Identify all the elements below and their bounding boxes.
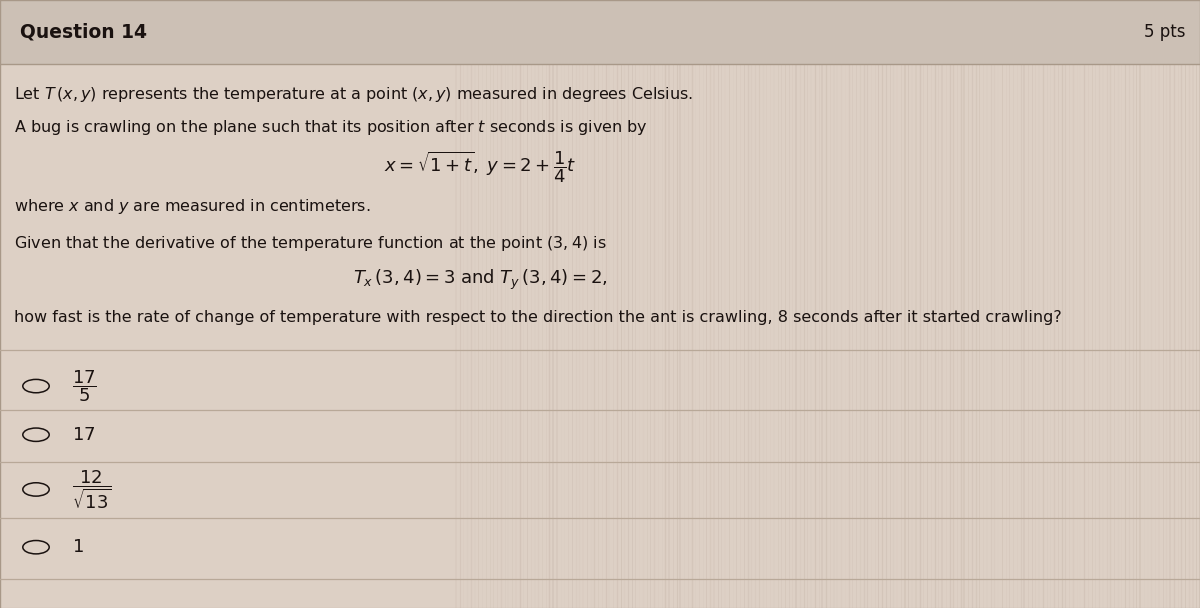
Text: Let $T\,(x, y)$ represents the temperature at a point $(x, y)$ measured in degre: Let $T\,(x, y)$ represents the temperatu…	[14, 85, 694, 104]
Text: $\dfrac{17}{5}$: $\dfrac{17}{5}$	[72, 368, 97, 404]
Text: Question 14: Question 14	[20, 22, 148, 42]
Text: $1$: $1$	[72, 538, 84, 556]
Text: how fast is the rate of change of temperature with respect to the direction the : how fast is the rate of change of temper…	[14, 310, 1062, 325]
Text: $17$: $17$	[72, 426, 96, 444]
Text: where $x$ and $y$ are measured in centimeters.: where $x$ and $y$ are measured in centim…	[14, 197, 371, 216]
Text: $T_x\,(3,4) = 3$ and $T_y\,(3,4) = 2,$: $T_x\,(3,4) = 3$ and $T_y\,(3,4) = 2,$	[353, 268, 607, 292]
Text: Given that the derivative of the temperature function at the point $(3, 4)$ is: Given that the derivative of the tempera…	[14, 233, 607, 253]
Text: A bug is crawling on the plane such that its position after $t$ seconds is given: A bug is crawling on the plane such that…	[14, 118, 648, 137]
Text: 5 pts: 5 pts	[1144, 23, 1186, 41]
Bar	[0, 0, 1200, 64]
Text: $\dfrac{12}{\sqrt{13}}$: $\dfrac{12}{\sqrt{13}}$	[72, 468, 112, 511]
Text: $x = \sqrt{1+t},\; y = 2 + \dfrac{1}{4}t$: $x = \sqrt{1+t},\; y = 2 + \dfrac{1}{4}t…	[384, 150, 576, 185]
